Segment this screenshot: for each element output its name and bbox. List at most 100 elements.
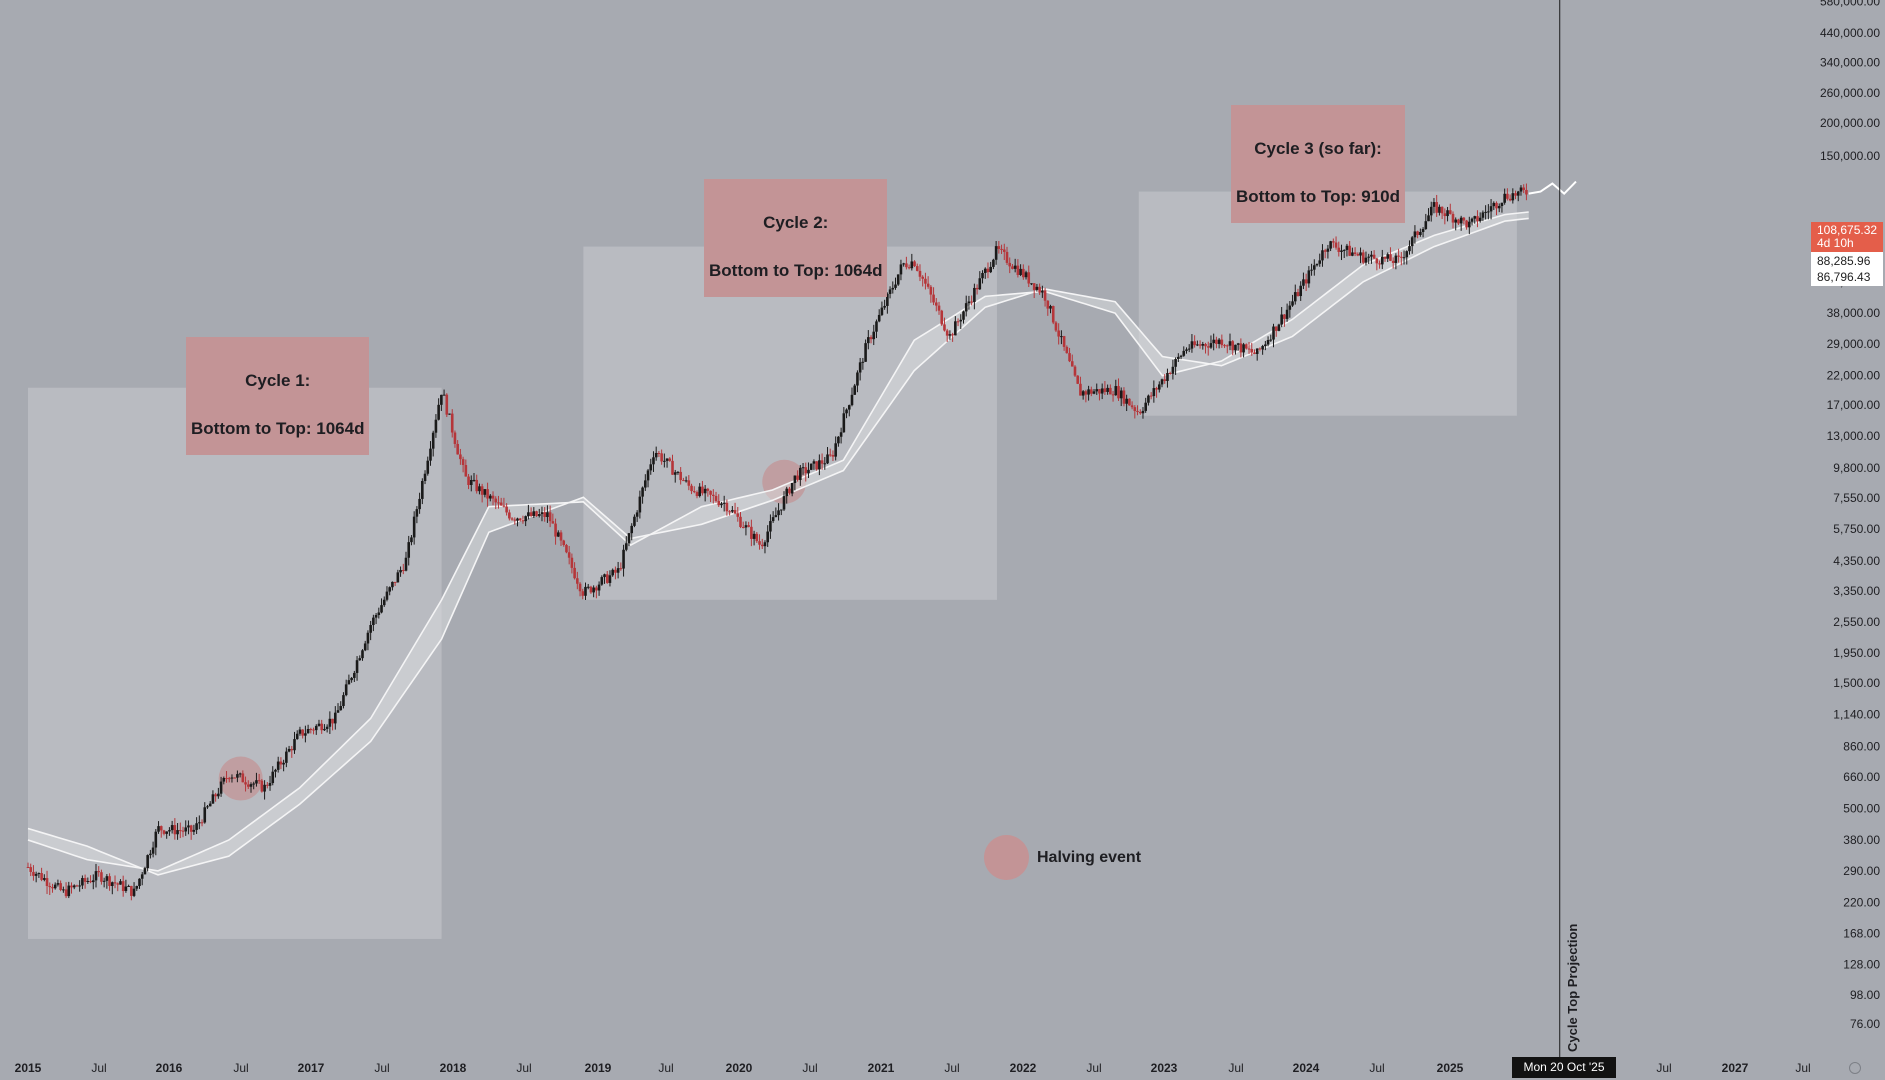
candle-body — [1212, 339, 1215, 344]
candle-body — [888, 289, 892, 294]
current-price: 108,675.32 — [1817, 223, 1878, 237]
candle-body — [752, 533, 756, 539]
candle-body — [1356, 253, 1360, 256]
candle-body — [687, 480, 691, 486]
cycle1-duration: Bottom to Top: 1064d — [191, 419, 365, 438]
candle-body — [527, 512, 530, 517]
candle-body — [1500, 202, 1504, 207]
candle-body — [1174, 359, 1177, 367]
candle-body — [766, 531, 769, 543]
price-tick-label: 22,000.00 — [1827, 369, 1881, 383]
candle-body — [684, 480, 688, 482]
candle-body — [1027, 272, 1031, 284]
candlesticks — [26, 183, 1528, 901]
candle-body — [1329, 241, 1332, 249]
candle-body — [143, 868, 147, 875]
candle-body — [921, 276, 924, 279]
candle-body — [459, 454, 462, 460]
candle-body — [1073, 366, 1077, 376]
candle-body — [399, 569, 402, 573]
candle-body — [1372, 254, 1376, 259]
settings-icon[interactable] — [1849, 1062, 1861, 1074]
candle-body — [788, 488, 791, 494]
candle-body — [1201, 344, 1205, 346]
candle-body — [1155, 388, 1158, 390]
time-tick-label: 2023 — [1151, 1061, 1178, 1075]
candle-body — [369, 625, 372, 633]
candle-body — [1147, 395, 1150, 403]
candle-body — [799, 467, 802, 480]
candle-body — [301, 729, 304, 736]
cycle1-title: Cycle 1: — [245, 371, 311, 390]
candle-body — [168, 830, 171, 832]
candle-body — [456, 443, 459, 455]
candle-body — [997, 246, 1001, 249]
candle-body — [437, 404, 440, 420]
candle-body — [421, 480, 424, 499]
candle-body — [1261, 346, 1264, 350]
candle-body — [198, 822, 201, 824]
candle-body — [856, 372, 859, 386]
candle-body — [706, 488, 710, 491]
cycle3-annotation: Cycle 3 (so far): Bottom to Top: 910d — [1231, 105, 1405, 223]
candle-body — [1519, 187, 1523, 192]
candle-body — [100, 872, 103, 882]
candle-body — [635, 512, 639, 517]
candle-body — [1204, 344, 1207, 347]
candle-body — [127, 885, 130, 887]
candle-body — [124, 886, 128, 892]
candle-body — [682, 480, 685, 482]
candle-body — [412, 516, 416, 538]
candle-body — [246, 784, 250, 787]
price-tick-label: 1,140.00 — [1833, 707, 1880, 721]
candle-body — [877, 314, 881, 322]
candle-body — [1397, 255, 1400, 257]
candle-body — [1111, 394, 1115, 396]
candle-body — [67, 885, 71, 897]
candle-body — [853, 385, 857, 395]
candle-body — [779, 509, 783, 511]
candle-body — [344, 684, 348, 696]
candle-body — [924, 278, 927, 284]
candle-body — [763, 542, 767, 547]
candle-body — [328, 718, 332, 727]
candle-body — [1002, 249, 1006, 252]
candle-body — [440, 394, 443, 405]
candle-body — [973, 287, 976, 302]
candle-body — [1443, 213, 1447, 217]
candle-body — [657, 453, 661, 455]
candle-body — [140, 874, 144, 879]
candle-body — [159, 826, 163, 831]
candle-body — [605, 574, 609, 583]
candle-body — [222, 777, 226, 782]
candle-body — [1119, 390, 1123, 399]
candle-body — [59, 883, 62, 890]
candle-body — [1087, 389, 1090, 395]
candle-body — [1160, 379, 1164, 385]
candle-body — [1454, 219, 1458, 223]
candle-body — [663, 460, 666, 462]
candle-body — [176, 830, 179, 835]
candle-body — [385, 591, 389, 600]
candle-body — [589, 586, 593, 593]
candle-body — [404, 557, 408, 571]
candle-body — [665, 458, 669, 461]
candle-body — [298, 729, 302, 734]
halving-legend-label: Halving event — [1037, 848, 1142, 866]
candle-body — [279, 761, 283, 765]
candle-body — [1432, 202, 1436, 207]
candle-body — [1098, 389, 1101, 394]
candle-body — [453, 432, 457, 444]
candle-body — [502, 505, 506, 507]
candle-body — [263, 784, 266, 792]
candle-body — [306, 728, 310, 734]
candle-body — [1435, 202, 1438, 213]
candle-body — [910, 261, 914, 269]
time-tick-label: Jul — [1086, 1061, 1101, 1075]
candle-body — [372, 617, 375, 626]
candle-body — [252, 783, 256, 785]
candle-body — [627, 533, 631, 544]
candle-body — [646, 470, 650, 481]
candle-body — [937, 305, 941, 311]
